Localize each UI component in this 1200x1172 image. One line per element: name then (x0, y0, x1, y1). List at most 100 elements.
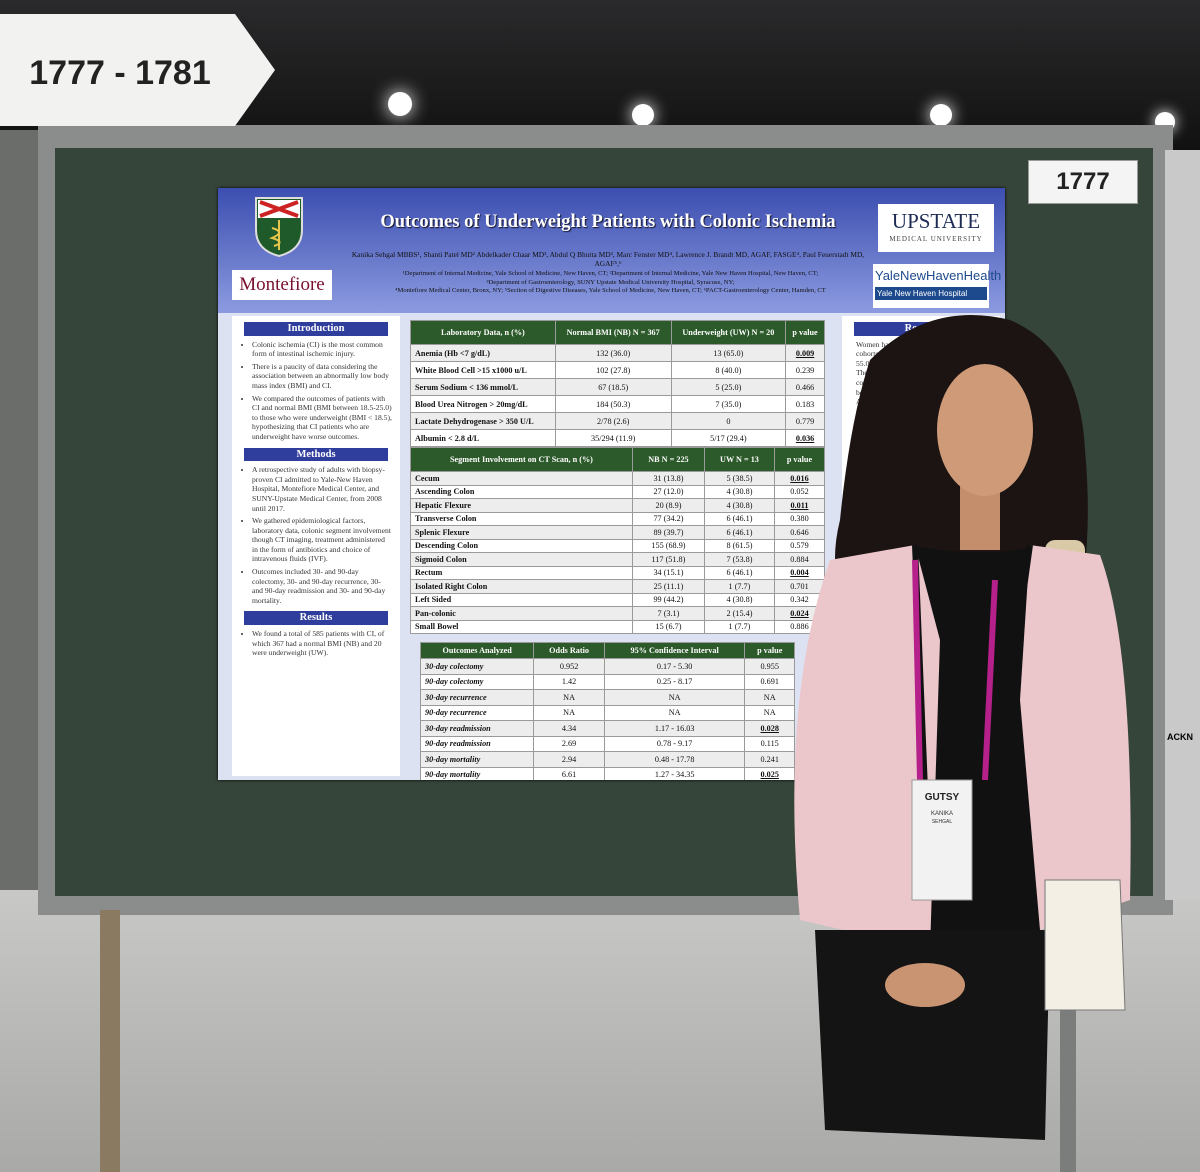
table-row: 90-day readmission 2.69 0.78 - 9.17 0.115 (419, 735, 795, 752)
montefiore-logo: Montefiore (232, 270, 332, 300)
table-cell: 4 (30.8) (704, 484, 775, 499)
data-table: Laboratory Data, n (%) Normal BMI (NB) N … (410, 320, 825, 447)
table-row: Pan-colonic 7 (3.1) 2 (15.4) 0.024 (410, 606, 826, 621)
table-cell: Blood Urea Nitrogen > 20mg/dL (410, 395, 556, 413)
table-cell: Isolated Right Colon (410, 579, 633, 594)
table-cell: 5 (38.5) (704, 471, 775, 486)
table-cell: 5/17 (29.4) (670, 429, 787, 447)
table-cell: 4 (30.8) (704, 498, 775, 513)
table-cell: 5 (25.0) (670, 378, 787, 396)
section-item: A retrospective study of adults with bio… (252, 465, 392, 513)
table-row: 90-day recurrence NA NA NA (419, 704, 795, 721)
table-cell: 90-day colectomy (419, 673, 535, 690)
left-column: Introduction Colonic ischemia (CI) is the… (232, 316, 400, 776)
table-cell: 0.025 (744, 766, 795, 780)
table-cell: Pan-colonic (410, 606, 633, 621)
table-cell: 102 (27.8) (554, 361, 672, 379)
neighbor-poster: ACKN (1165, 150, 1200, 900)
table-cell: 0.779 (785, 412, 825, 430)
table-row: 30-day recurrence NA NA NA (419, 689, 795, 706)
table-row: Lactate Dehydrogenase > 350 U/L 2/78 (2.6… (410, 412, 825, 430)
table-header-cell: 95% Confidence Interval (603, 642, 746, 659)
section-list: A retrospective study of adults with bio… (232, 465, 400, 605)
table-header-row: Outcomes Analyzed Odds Ratio 95% Confidenc… (419, 642, 795, 659)
table-header-row: Segment Involvement on CT Scan, n (%) NB … (410, 447, 826, 472)
table-cell: 0.115 (744, 735, 795, 752)
table-header-cell: UW N = 13 (704, 447, 775, 472)
table-row: 30-day colectomy 0.952 0.17 - 5.30 0.955 (419, 658, 795, 675)
yale-sub: Yale New Haven Hospital (875, 287, 987, 300)
table-row: Descending Colon 155 (68.9) 8 (61.5) 0.579 (410, 538, 826, 553)
table-cell: 34 (15.1) (631, 565, 706, 580)
table-cell: 30-day colectomy (419, 658, 535, 675)
table-row: Isolated Right Colon 25 (11.1) 1 (7.7) 0.70… (410, 579, 826, 594)
table-cell: 1 (7.7) (704, 579, 775, 594)
background-wall (0, 130, 40, 890)
data-table: Segment Involvement on CT Scan, n (%) NB … (410, 447, 826, 634)
table-row: Anemia (Hb <7 g/dL) 132 (36.0) 13 (65.0) 0.… (410, 344, 825, 362)
section-item: We compared the outcomes of patients wit… (252, 394, 392, 442)
table-cell: Hepatic Flexure (410, 498, 633, 513)
table-cell: 0.952 (533, 658, 605, 675)
table-cell: 0.183 (785, 395, 825, 413)
table-cell: Transverse Colon (410, 511, 633, 526)
section-heading: Methods (244, 447, 388, 462)
table-cell: 30-day recurrence (419, 689, 535, 706)
table-cell: 8 (61.5) (704, 538, 775, 553)
table-row: Cecum 31 (13.8) 5 (38.5) 0.016 (410, 471, 826, 486)
table-header-cell: Normal BMI (NB) N = 367 (554, 320, 672, 345)
board-number: 1777 (1028, 160, 1138, 204)
table-cell: NA (744, 704, 795, 721)
table-cell: Sigmoid Colon (410, 552, 633, 567)
table-cell: 184 (50.3) (554, 395, 672, 413)
table-cell: 1 (7.7) (704, 619, 775, 634)
table-header-cell: Laboratory Data, n (%) (410, 320, 556, 345)
table-cell: Lactate Dehydrogenase > 350 U/L (410, 412, 556, 430)
table-header-cell: Odds Ratio (533, 642, 605, 659)
table-cell: 13 (65.0) (670, 344, 787, 362)
table-cell: 155 (68.9) (631, 538, 706, 553)
tables: Laboratory Data, n (%) Normal BMI (NB) N … (410, 320, 826, 780)
table-cell: Cecum (410, 471, 633, 486)
table-cell: 0.016 (773, 471, 826, 486)
section-item: There is a paucity of data considering t… (252, 362, 392, 391)
section-item: Outcomes included 30- and 90-day colecto… (252, 567, 392, 605)
range-sign: 1777 - 1781 (0, 14, 275, 126)
table-cell: 7 (53.8) (704, 552, 775, 567)
table-cell: 31 (13.8) (631, 471, 706, 486)
table-cell: 0.646 (773, 525, 826, 540)
table-header-cell: p value (744, 642, 795, 659)
table-cell: Ascending Colon (410, 484, 633, 499)
table-header-cell: p value (785, 320, 825, 345)
yale-name: YaleNewHavenHealth (875, 268, 1002, 283)
table-cell: 1.42 (533, 673, 605, 690)
table-cell: 0.48 - 17.78 (603, 751, 746, 768)
section-item: We found a total of 585 patients with CI… (252, 629, 392, 658)
table-cell: 0.009 (785, 344, 825, 362)
table-cell: 0.17 - 5.30 (603, 658, 746, 675)
table-cell: 35/294 (11.9) (554, 429, 672, 447)
table-row: Ascending Colon 27 (12.0) 4 (30.8) 0.052 (410, 484, 826, 499)
yale-logo: YaleNewHavenHealth Yale New Haven Hospit… (873, 264, 1002, 308)
light (388, 92, 412, 116)
table-cell: 0.955 (744, 658, 795, 675)
easel-leg (100, 910, 120, 1172)
affiliation: ³Department of Gastroenterology, SUNY Up… (486, 278, 735, 286)
poster-affiliations: ¹Department of Internal Medicine, Yale S… (333, 270, 888, 296)
section-list: We found a total of 585 patients with CI… (232, 629, 400, 658)
table-cell: 0.239 (785, 361, 825, 379)
light (930, 104, 952, 126)
table-cell: 6 (46.1) (704, 565, 775, 580)
table-row: Transverse Colon 77 (34.2) 6 (46.1) 0.380 (410, 511, 826, 526)
table-cell: 0.004 (773, 565, 826, 580)
table-cell: 0.036 (785, 429, 825, 447)
table-row: Albumin < 2.8 d/L 35/294 (11.9) 5/17 (29.4… (410, 429, 825, 447)
table-row: Rectum 34 (15.1) 6 (46.1) 0.004 (410, 565, 826, 580)
upstate-name: UPSTATE (891, 209, 981, 233)
table-row: 30-day mortality 2.94 0.48 - 17.78 0.241 (419, 751, 795, 768)
yale-shield (255, 197, 303, 258)
table-cell: 15 (6.7) (631, 619, 706, 634)
table-row: Blood Urea Nitrogen > 20mg/dL 184 (50.3) 7… (410, 395, 825, 413)
